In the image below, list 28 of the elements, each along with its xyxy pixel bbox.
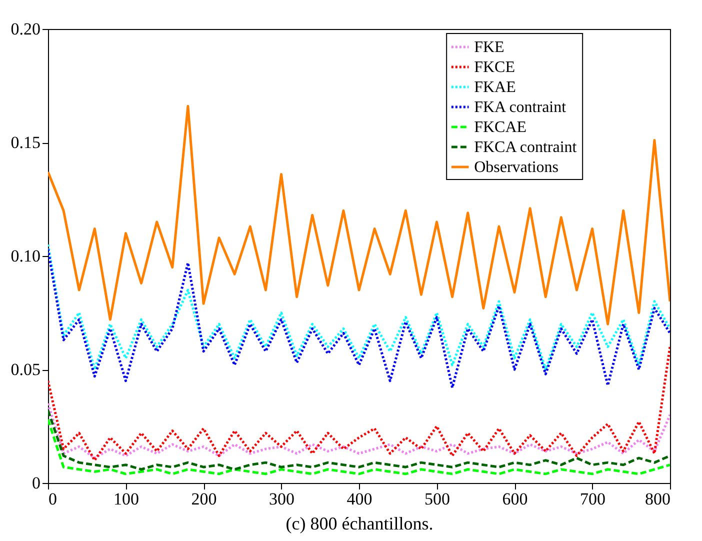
line-series — [48, 409, 670, 471]
x-tick-label: 100 — [114, 490, 139, 508]
legend-label: FKE — [474, 39, 504, 56]
y-tick-label: 0 — [32, 474, 40, 492]
x-tick-label: 400 — [346, 490, 372, 508]
x-tick-label: 300 — [269, 490, 294, 508]
legend-label: FKA contraint — [474, 99, 567, 116]
line-series — [48, 248, 670, 389]
legend-label: FKCE — [474, 59, 515, 76]
y-tick-label: 0.05 — [10, 360, 40, 379]
legend-label: Observations — [474, 159, 559, 176]
legend-label: FKCAE — [474, 119, 527, 136]
y-tick-label: 0.15 — [10, 133, 40, 152]
y-tick-label: 0.10 — [10, 246, 40, 266]
line-series — [48, 243, 670, 371]
x-tick-label: 500 — [424, 490, 450, 508]
x-axis-title: (c) 800 échantillons. — [286, 514, 434, 534]
legend-label: FKAE — [474, 79, 516, 96]
line-series — [48, 346, 670, 462]
x-tick-label: 800 — [645, 490, 670, 508]
x-tick-label: 700 — [580, 490, 606, 508]
x-tick-label: 0 — [48, 490, 57, 508]
line-series — [48, 418, 670, 476]
legend-label: FKCA contraint — [474, 139, 578, 156]
x-tick-label: 200 — [191, 490, 217, 508]
line-series — [48, 402, 670, 460]
x-tick-label: 600 — [502, 490, 528, 508]
y-tick-label: 0.20 — [10, 20, 40, 38]
